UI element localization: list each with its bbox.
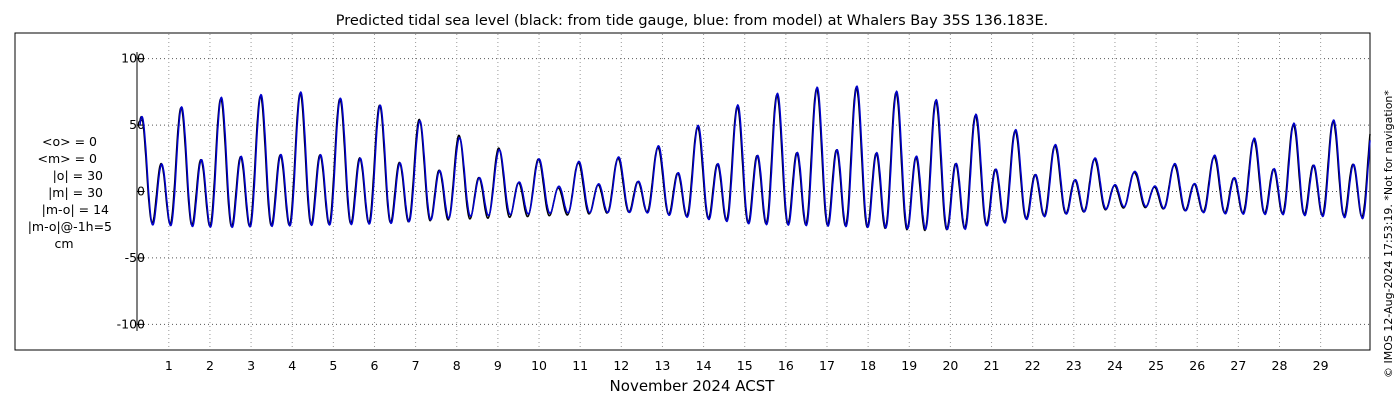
x-tick-label: 22	[1025, 358, 1041, 373]
x-tick-label: 1	[165, 358, 173, 373]
series-gauge-line	[139, 86, 1371, 232]
x-tick-label: 19	[901, 358, 917, 373]
x-tick-label: 4	[288, 358, 296, 373]
stat-line: <m> = 0	[38, 151, 98, 166]
x-tick-label: 6	[371, 358, 379, 373]
x-tick-label: 23	[1066, 358, 1082, 373]
chart-title: Predicted tidal sea level (black: from t…	[336, 13, 1049, 29]
x-tick-label: 15	[737, 358, 753, 373]
x-tick-label: 25	[1148, 358, 1164, 373]
x-tick-label: 7	[412, 358, 420, 373]
x-tick-label: 13	[654, 358, 670, 373]
x-tick-label: 8	[453, 358, 461, 373]
x-tick-label: 12	[613, 358, 629, 373]
stat-line: |m-o| = 14	[42, 202, 109, 217]
x-tick-label: 26	[1189, 358, 1205, 373]
x-tick-label: 17	[819, 358, 835, 373]
x-tick-label: 14	[696, 358, 712, 373]
x-tick-label: 27	[1230, 358, 1246, 373]
x-tick-label: 16	[778, 358, 794, 373]
x-tick-label: 9	[494, 358, 502, 373]
stat-line: <o> = 0	[42, 134, 97, 149]
stat-line: |m-o|@-1h=5	[28, 219, 112, 234]
stats-panel: <o> = 0 <m> = 0 |o| = 30 |m| = 30 |m-o| = 14…	[28, 134, 112, 251]
y-tick-label: -100	[117, 316, 145, 331]
x-tick-label: 20	[942, 358, 958, 373]
x-tick-label: 28	[1272, 358, 1288, 373]
x-tick-label: 18	[860, 358, 876, 373]
x-tick-label: 3	[247, 358, 255, 373]
x-tick-label: 29	[1313, 358, 1329, 373]
plot-frame	[14, 32, 1371, 351]
credit-text: © IMOS 12-Aug-2024 17:53:19. *Not for na…	[1382, 90, 1395, 378]
y-tick-label: -50	[125, 250, 145, 265]
x-tick-label: 11	[572, 358, 588, 373]
y-tick-label: 100	[121, 51, 145, 66]
x-tick-label: 2	[206, 358, 214, 373]
stat-line: |o| = 30	[53, 168, 103, 183]
x-tick-label: 21	[984, 358, 1000, 373]
x-tick-label: 24	[1107, 358, 1123, 373]
x-axis-label: November 2024 ACST	[610, 377, 776, 395]
stat-line: |m| = 30	[48, 185, 103, 200]
series-lines	[139, 85, 1371, 232]
grid-lines	[140, 34, 1370, 349]
x-tick-label: 5	[329, 358, 337, 373]
x-tick-label: 10	[531, 358, 547, 373]
y-tick-label: 0	[137, 184, 145, 199]
series-model-line	[139, 85, 1371, 231]
stat-line: cm	[54, 236, 73, 251]
